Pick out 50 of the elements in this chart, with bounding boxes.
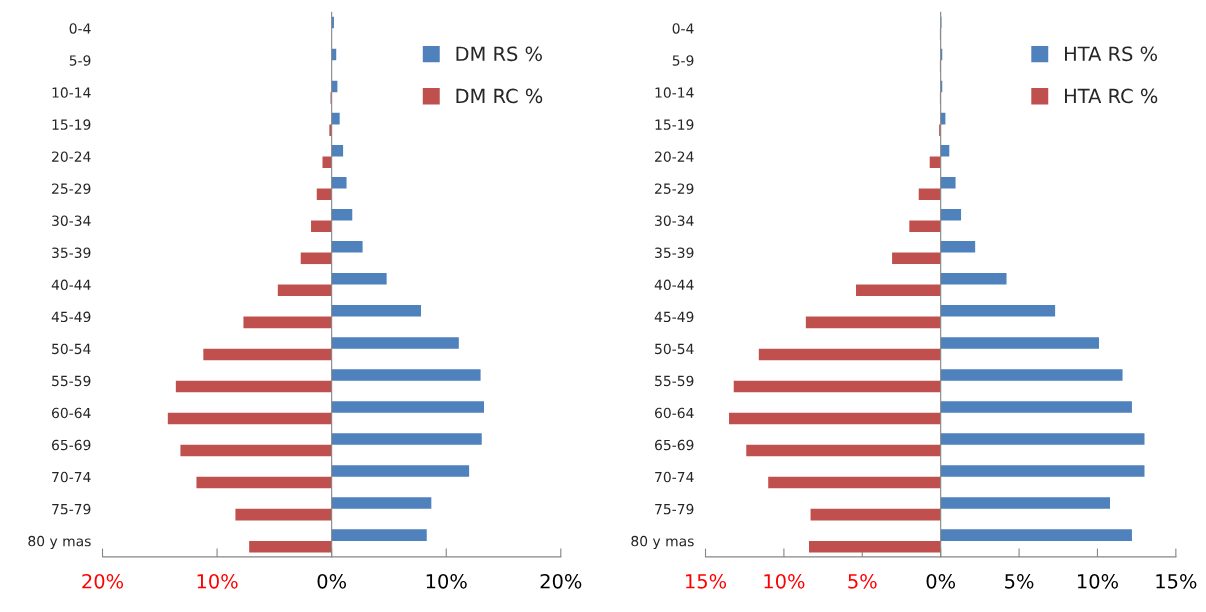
y-tick-label: 15-19 [655, 119, 694, 130]
y-tick-label: 20-24 [52, 151, 91, 162]
y-tick-label: 10-14 [52, 87, 91, 98]
x-tick-label: 5% [848, 573, 877, 589]
y-tick-label: 60-64 [52, 407, 91, 419]
y-tick-label: 65-69 [655, 439, 694, 451]
y-tick-label: 45-49 [51, 311, 91, 323]
x-tick-label: 10% [426, 573, 467, 589]
x-tick-label: 0% [317, 573, 346, 589]
y-tick-label: 35-39 [655, 247, 694, 259]
legend-label: HTA RC % [1065, 88, 1158, 104]
y-tick-label: 75-79 [52, 503, 91, 515]
y-tick-label: 0-4 [69, 23, 91, 34]
legend-label: DM RS % [456, 46, 542, 62]
x-tick-label: 20% [82, 573, 124, 589]
y-tick-label: 25-29 [52, 183, 91, 194]
y-tick-label: 25-29 [655, 183, 694, 194]
y-tick-label: 40-44 [51, 279, 91, 291]
y-tick-label: 50-54 [655, 343, 694, 355]
y-tick-label: 5-9 [672, 55, 694, 66]
x-tick-label: 0% [926, 573, 956, 589]
legend-label: DM RC % [456, 88, 543, 104]
y-tick-label: 75-79 [655, 503, 694, 515]
y-tick-label: 15-19 [52, 119, 91, 130]
y-tick-label: 60-64 [655, 407, 694, 419]
x-tick-label: 15% [686, 573, 727, 589]
x-tick-label: 20% [540, 573, 582, 589]
y-tick-label: 80 y mas [631, 535, 694, 550]
legend-label: HTA RS % [1065, 46, 1158, 62]
x-tick-label: 15% [1156, 573, 1197, 589]
y-tick-label: 5-9 [69, 55, 91, 66]
y-tick-label: 30-34 [52, 215, 91, 226]
y-tick-label: 70-74 [655, 471, 694, 483]
y-tick-label: 40-44 [654, 279, 694, 291]
y-tick-label: 20-24 [655, 151, 694, 162]
y-tick-label: 65-69 [52, 439, 91, 451]
y-tick-label: 55-59 [52, 375, 91, 387]
y-tick-label: 55-59 [655, 375, 694, 387]
x-tick-label: 10% [1077, 573, 1118, 589]
y-tick-label: 30-34 [655, 215, 694, 226]
y-tick-label: 50-54 [52, 343, 91, 355]
x-tick-label: 10% [764, 573, 805, 589]
x-tick-label: 10% [197, 573, 238, 589]
y-tick-label: 0-4 [672, 23, 694, 34]
y-tick-label: 35-39 [52, 247, 91, 259]
y-tick-label: 45-49 [654, 311, 694, 323]
x-tick-label: 5% [1005, 573, 1034, 589]
y-tick-label: 70-74 [52, 471, 91, 483]
y-tick-label: 10-14 [655, 87, 694, 98]
y-tick-label: 80 y mas [28, 535, 91, 550]
